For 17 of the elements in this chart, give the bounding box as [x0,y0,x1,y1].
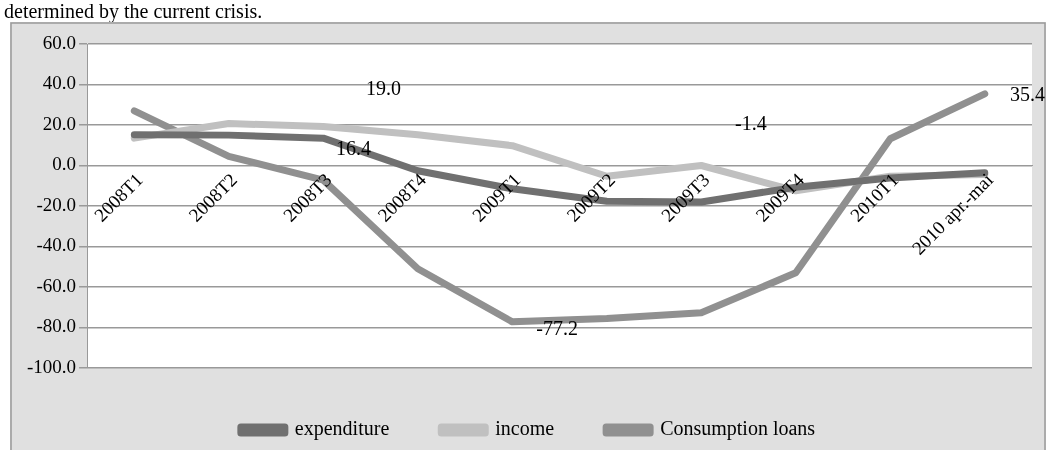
y-tick-label: -40.0 [36,234,77,256]
y-tick-label: 0.0 [52,153,77,175]
annotation: 35.4 [1010,83,1045,106]
y-tick-label: -80.0 [36,315,77,337]
y-tick-label: -60.0 [36,274,77,296]
text: determined by the current crisis. [3,0,264,22]
y-tick-label: 60.0 [42,31,77,53]
annotation: -77.2 [536,317,578,340]
y-tick-label: 40.0 [42,72,77,94]
y-tick-label: 20.0 [42,112,77,134]
legend-label: income [495,417,555,440]
y-tick-label: -20.0 [36,193,77,215]
legend-label: Consumption loans [660,417,816,441]
annotation: -1.4 [735,112,767,135]
annotation: 19.0 [366,77,401,100]
legend-label: expenditure [294,417,390,441]
y-tick-label: -100.0 [27,355,77,377]
